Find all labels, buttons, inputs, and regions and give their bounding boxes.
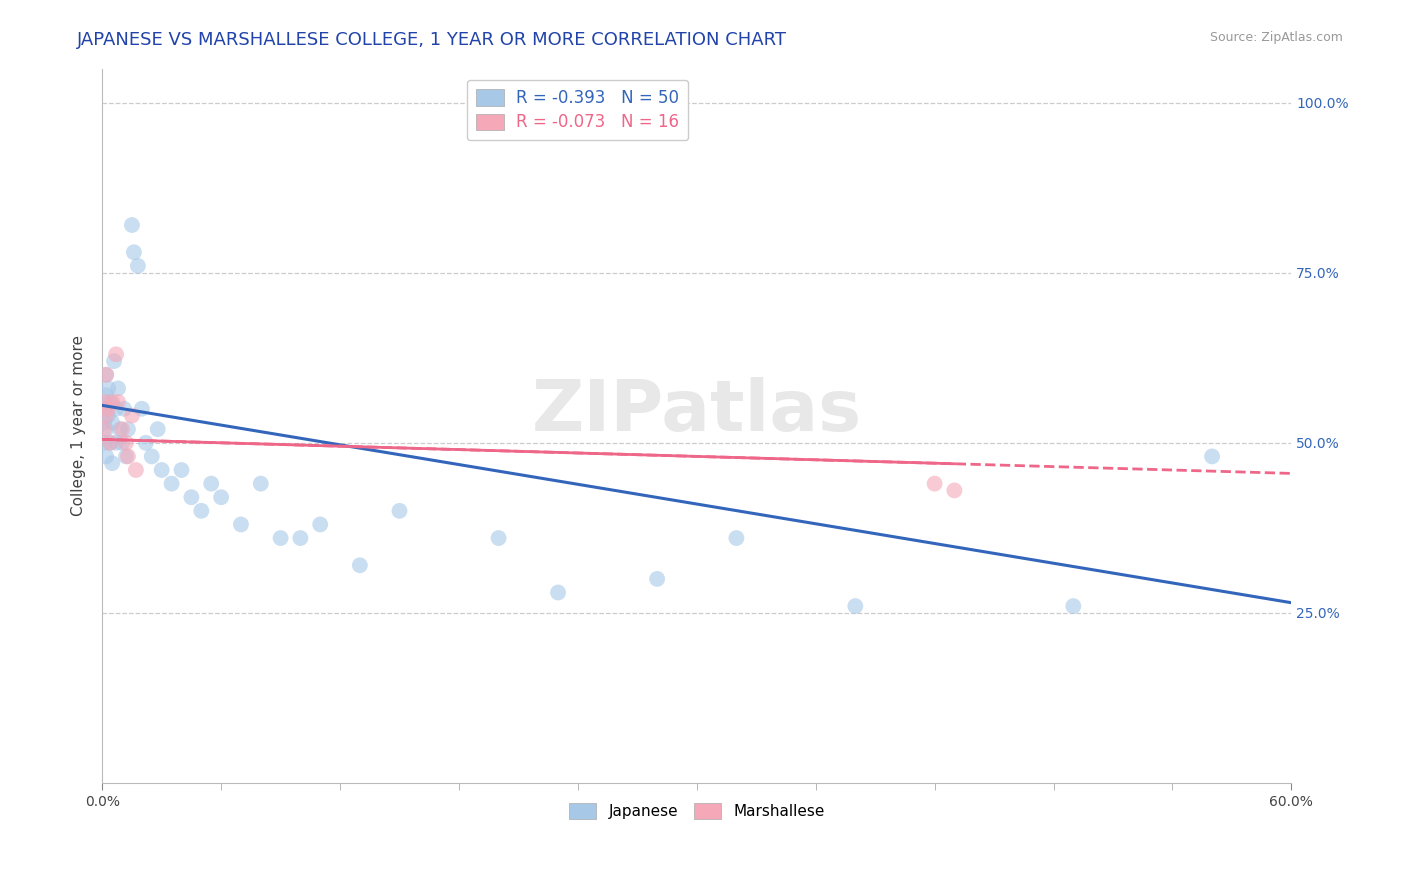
Point (943, 483, 966, 498)
Point (180, 490, 202, 504)
Point (96, 368, 118, 382)
Point (290, 531, 312, 545)
Point (1062, 599, 1084, 613)
Point (93, 416, 115, 430)
Point (127, 259, 149, 273)
Point (150, 463, 173, 477)
Point (135, 435, 157, 450)
Point (844, 599, 866, 613)
Point (115, 450, 138, 464)
Point (97, 401, 120, 416)
Point (141, 450, 163, 464)
Point (98, 435, 121, 450)
Point (125, 463, 148, 477)
Point (112, 401, 135, 416)
Point (122, 245, 145, 260)
Point (645, 572, 668, 586)
Point (190, 504, 212, 518)
Point (117, 450, 139, 464)
Point (107, 395, 129, 409)
Point (249, 476, 271, 491)
Point (101, 456, 124, 470)
Point (96, 409, 118, 423)
Point (111, 422, 134, 436)
Point (101, 416, 124, 430)
Point (170, 463, 193, 477)
Point (121, 409, 143, 423)
Point (160, 476, 183, 491)
Point (105, 401, 128, 416)
Point (105, 435, 128, 450)
Point (97, 409, 120, 423)
Point (115, 435, 138, 450)
Point (107, 381, 129, 395)
Point (101, 395, 124, 409)
Point (111, 435, 134, 450)
Point (98, 435, 121, 450)
Y-axis label: College, 1 year or more: College, 1 year or more (72, 335, 86, 516)
Point (1201, 450, 1223, 464)
Point (93, 401, 115, 416)
Text: JAPANESE VS MARSHALLESE COLLEGE, 1 YEAR OR MORE CORRELATION CHART: JAPANESE VS MARSHALLESE COLLEGE, 1 YEAR … (77, 31, 787, 49)
Point (93, 395, 115, 409)
Text: Source: ZipAtlas.com: Source: ZipAtlas.com (1209, 31, 1343, 45)
Point (488, 531, 510, 545)
Point (96, 422, 118, 436)
Point (924, 476, 946, 491)
Point (146, 422, 169, 436)
Point (547, 585, 569, 599)
Text: ZIPatlas: ZIPatlas (531, 377, 862, 446)
Point (96, 450, 118, 464)
Point (388, 504, 411, 518)
Point (98, 395, 121, 409)
Point (131, 401, 153, 416)
Point (93, 422, 115, 436)
Point (725, 531, 748, 545)
Point (96, 368, 118, 382)
Point (108, 422, 131, 436)
Legend: Japanese, Marshallese: Japanese, Marshallese (562, 797, 831, 825)
Point (309, 517, 332, 532)
Point (200, 476, 222, 491)
Point (96, 388, 118, 402)
Point (97, 381, 120, 395)
Point (117, 422, 139, 436)
Point (105, 347, 128, 361)
Point (270, 531, 292, 545)
Point (209, 490, 232, 504)
Point (349, 558, 371, 573)
Point (93, 435, 115, 450)
Point (103, 354, 125, 368)
Point (121, 218, 143, 232)
Point (229, 517, 252, 532)
